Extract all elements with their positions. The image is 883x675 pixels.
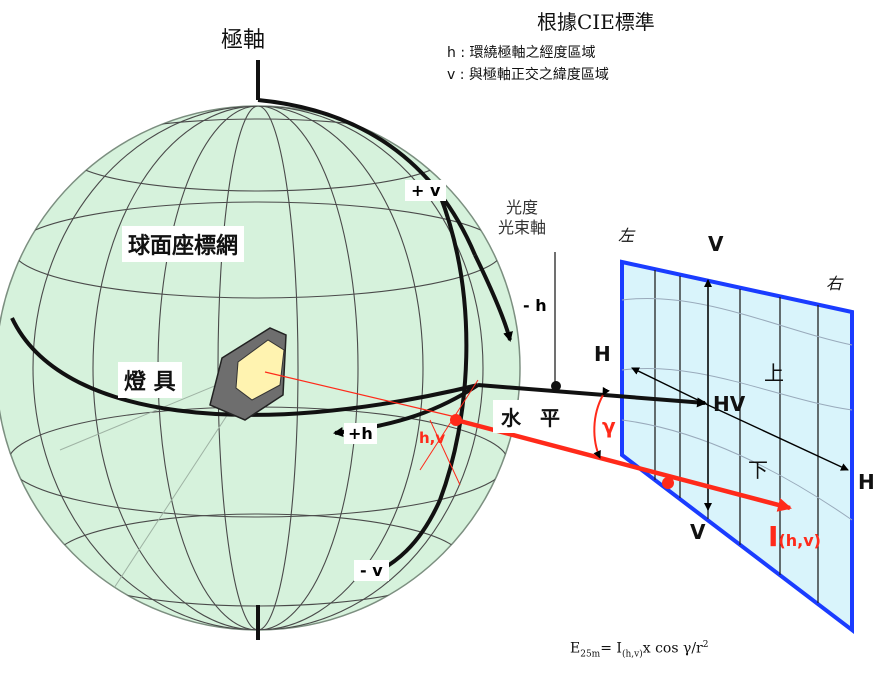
formula-lhs: E xyxy=(570,640,581,657)
beam-axis-label: 光度 光束軸 xyxy=(498,198,546,238)
h-left-label: H xyxy=(594,342,611,366)
intensity-subscript: (h,v) xyxy=(778,531,821,550)
intensity-symbol: I xyxy=(768,520,779,553)
plus-h-label: +h xyxy=(344,423,377,444)
intensity-label: I(h,v) xyxy=(768,520,821,553)
formula-exp: 2 xyxy=(702,640,709,650)
h-right-label: H xyxy=(858,470,875,494)
beam-axis-line1: 光度 xyxy=(506,198,539,217)
formula-eq: = I xyxy=(600,640,622,657)
luminaire-icon xyxy=(209,327,287,421)
luminaire-label: 燈 具 xyxy=(118,362,182,398)
beam-axis-line2: 光束軸 xyxy=(498,218,547,237)
polar-axis-label: 極軸 xyxy=(221,28,266,53)
illuminance-formula: E25m= I(h,v)x cos γ/r2 xyxy=(570,640,708,659)
horizontal-label: 水 平 xyxy=(493,400,574,433)
hv-point-label: h,v xyxy=(419,429,446,447)
gamma-label: γ xyxy=(602,414,616,438)
plus-v-label: + v xyxy=(405,180,447,201)
diagram-title: 根據CIE標準 xyxy=(537,10,655,34)
right-label: 右 xyxy=(826,274,843,293)
v-top-label: V xyxy=(708,232,724,256)
down-label: 下 xyxy=(748,458,768,482)
minus-v-label: - v xyxy=(354,560,389,581)
up-label: 上 xyxy=(764,361,784,385)
legend-h: h : 環繞極軸之經度區域 xyxy=(447,45,596,61)
legend-v: v : 與極軸正交之緯度區域 xyxy=(447,67,609,83)
formula-rhs: x cos γ/r xyxy=(642,640,703,657)
formula-mid-sub: (h,v) xyxy=(621,649,643,660)
hv-label: HV xyxy=(713,392,746,416)
formula-lhs-sub: 25m xyxy=(580,649,601,660)
v-bottom-label: V xyxy=(690,520,706,544)
left-label: 左 xyxy=(618,226,635,245)
measurement-plane xyxy=(620,259,854,635)
minus-h-label: - h xyxy=(519,295,551,316)
sphere-grid-label: 球面座標網 xyxy=(122,226,245,262)
